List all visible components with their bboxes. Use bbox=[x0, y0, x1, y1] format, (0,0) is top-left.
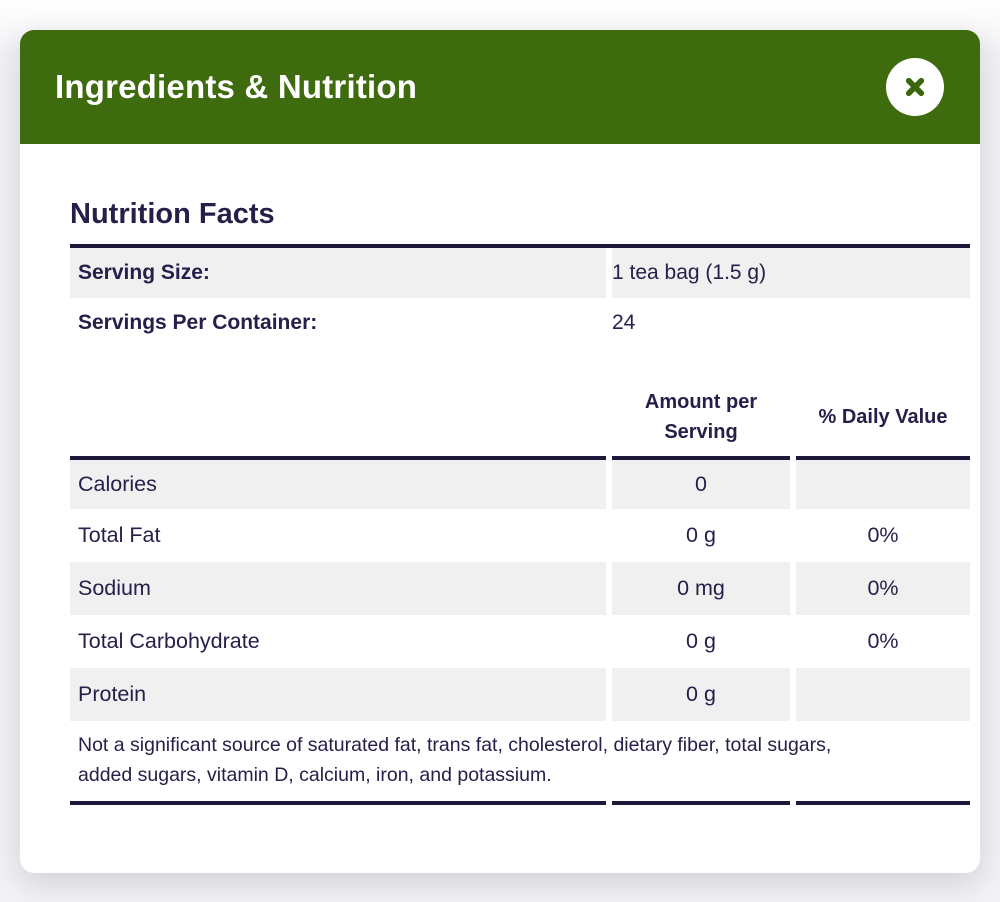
top-rule bbox=[70, 244, 970, 248]
close-button[interactable] bbox=[886, 58, 944, 116]
row-amount: 0 bbox=[612, 456, 790, 509]
close-icon bbox=[900, 72, 930, 102]
daily-value-column-header: % Daily Value bbox=[818, 406, 948, 428]
nutrition-facts-table: Amount per Serving % Daily Value Calorie… bbox=[64, 378, 976, 805]
table-row: Total Carbohydrate 0 g 0% bbox=[70, 615, 970, 668]
modal-header: Ingredients & Nutrition bbox=[20, 30, 980, 144]
footnote-line: Not a significant source of saturated fa… bbox=[78, 734, 832, 756]
ingredients-nutrition-modal: Ingredients & Nutrition Nutrition Facts … bbox=[20, 30, 980, 873]
serving-size-value: 1 tea bag (1.5 g) bbox=[612, 248, 971, 298]
servings-per-container-value: 24 bbox=[612, 311, 636, 334]
row-daily-value bbox=[796, 668, 970, 721]
row-daily-value bbox=[796, 456, 970, 509]
row-amount: 0 mg bbox=[612, 562, 790, 615]
footnote-text: Not a significant source of saturated fa… bbox=[70, 721, 970, 801]
table-row: Sodium 0 mg 0% bbox=[70, 562, 970, 615]
row-daily-value: 0% bbox=[867, 523, 899, 547]
row-label: Total Fat bbox=[78, 523, 161, 547]
row-daily-value: 0% bbox=[867, 629, 899, 653]
empty-header-cell bbox=[70, 378, 606, 456]
footnote-row: Not a significant source of saturated fa… bbox=[70, 721, 970, 801]
table-row: Serving Size: 1 tea bag (1.5 g) bbox=[70, 248, 971, 298]
serving-size-label: Serving Size: bbox=[70, 248, 606, 298]
row-amount: 0 g bbox=[686, 629, 716, 653]
table-header-row: Amount per Serving % Daily Value bbox=[70, 378, 970, 456]
serving-info-table: Serving Size: 1 tea bag (1.5 g) Servings… bbox=[64, 248, 976, 348]
table-row: Servings Per Container: 24 bbox=[70, 298, 970, 348]
nutrition-facts-heading: Nutrition Facts bbox=[70, 198, 275, 230]
row-amount: 0 g bbox=[612, 668, 790, 721]
modal-body: Nutrition Facts Serving Size: 1 tea bag … bbox=[20, 196, 980, 873]
row-label: Total Carbohydrate bbox=[78, 629, 260, 653]
footnote-line: added sugars, vitamin D, calcium, iron, … bbox=[78, 764, 552, 786]
table-row: Protein 0 g bbox=[70, 668, 970, 721]
servings-per-container-label: Servings Per Container: bbox=[78, 311, 318, 334]
modal-title: Ingredients & Nutrition bbox=[55, 68, 418, 105]
amount-column-header: Amount per Serving bbox=[644, 391, 758, 443]
row-amount: 0 g bbox=[686, 523, 716, 547]
table-row: Calories 0 bbox=[70, 456, 970, 509]
row-label: Sodium bbox=[70, 562, 606, 615]
row-label: Protein bbox=[70, 668, 606, 721]
table-row: Total Fat 0 g 0% bbox=[70, 509, 970, 562]
row-daily-value: 0% bbox=[796, 562, 970, 615]
bottom-rule bbox=[70, 801, 970, 805]
row-label: Calories bbox=[70, 456, 606, 509]
